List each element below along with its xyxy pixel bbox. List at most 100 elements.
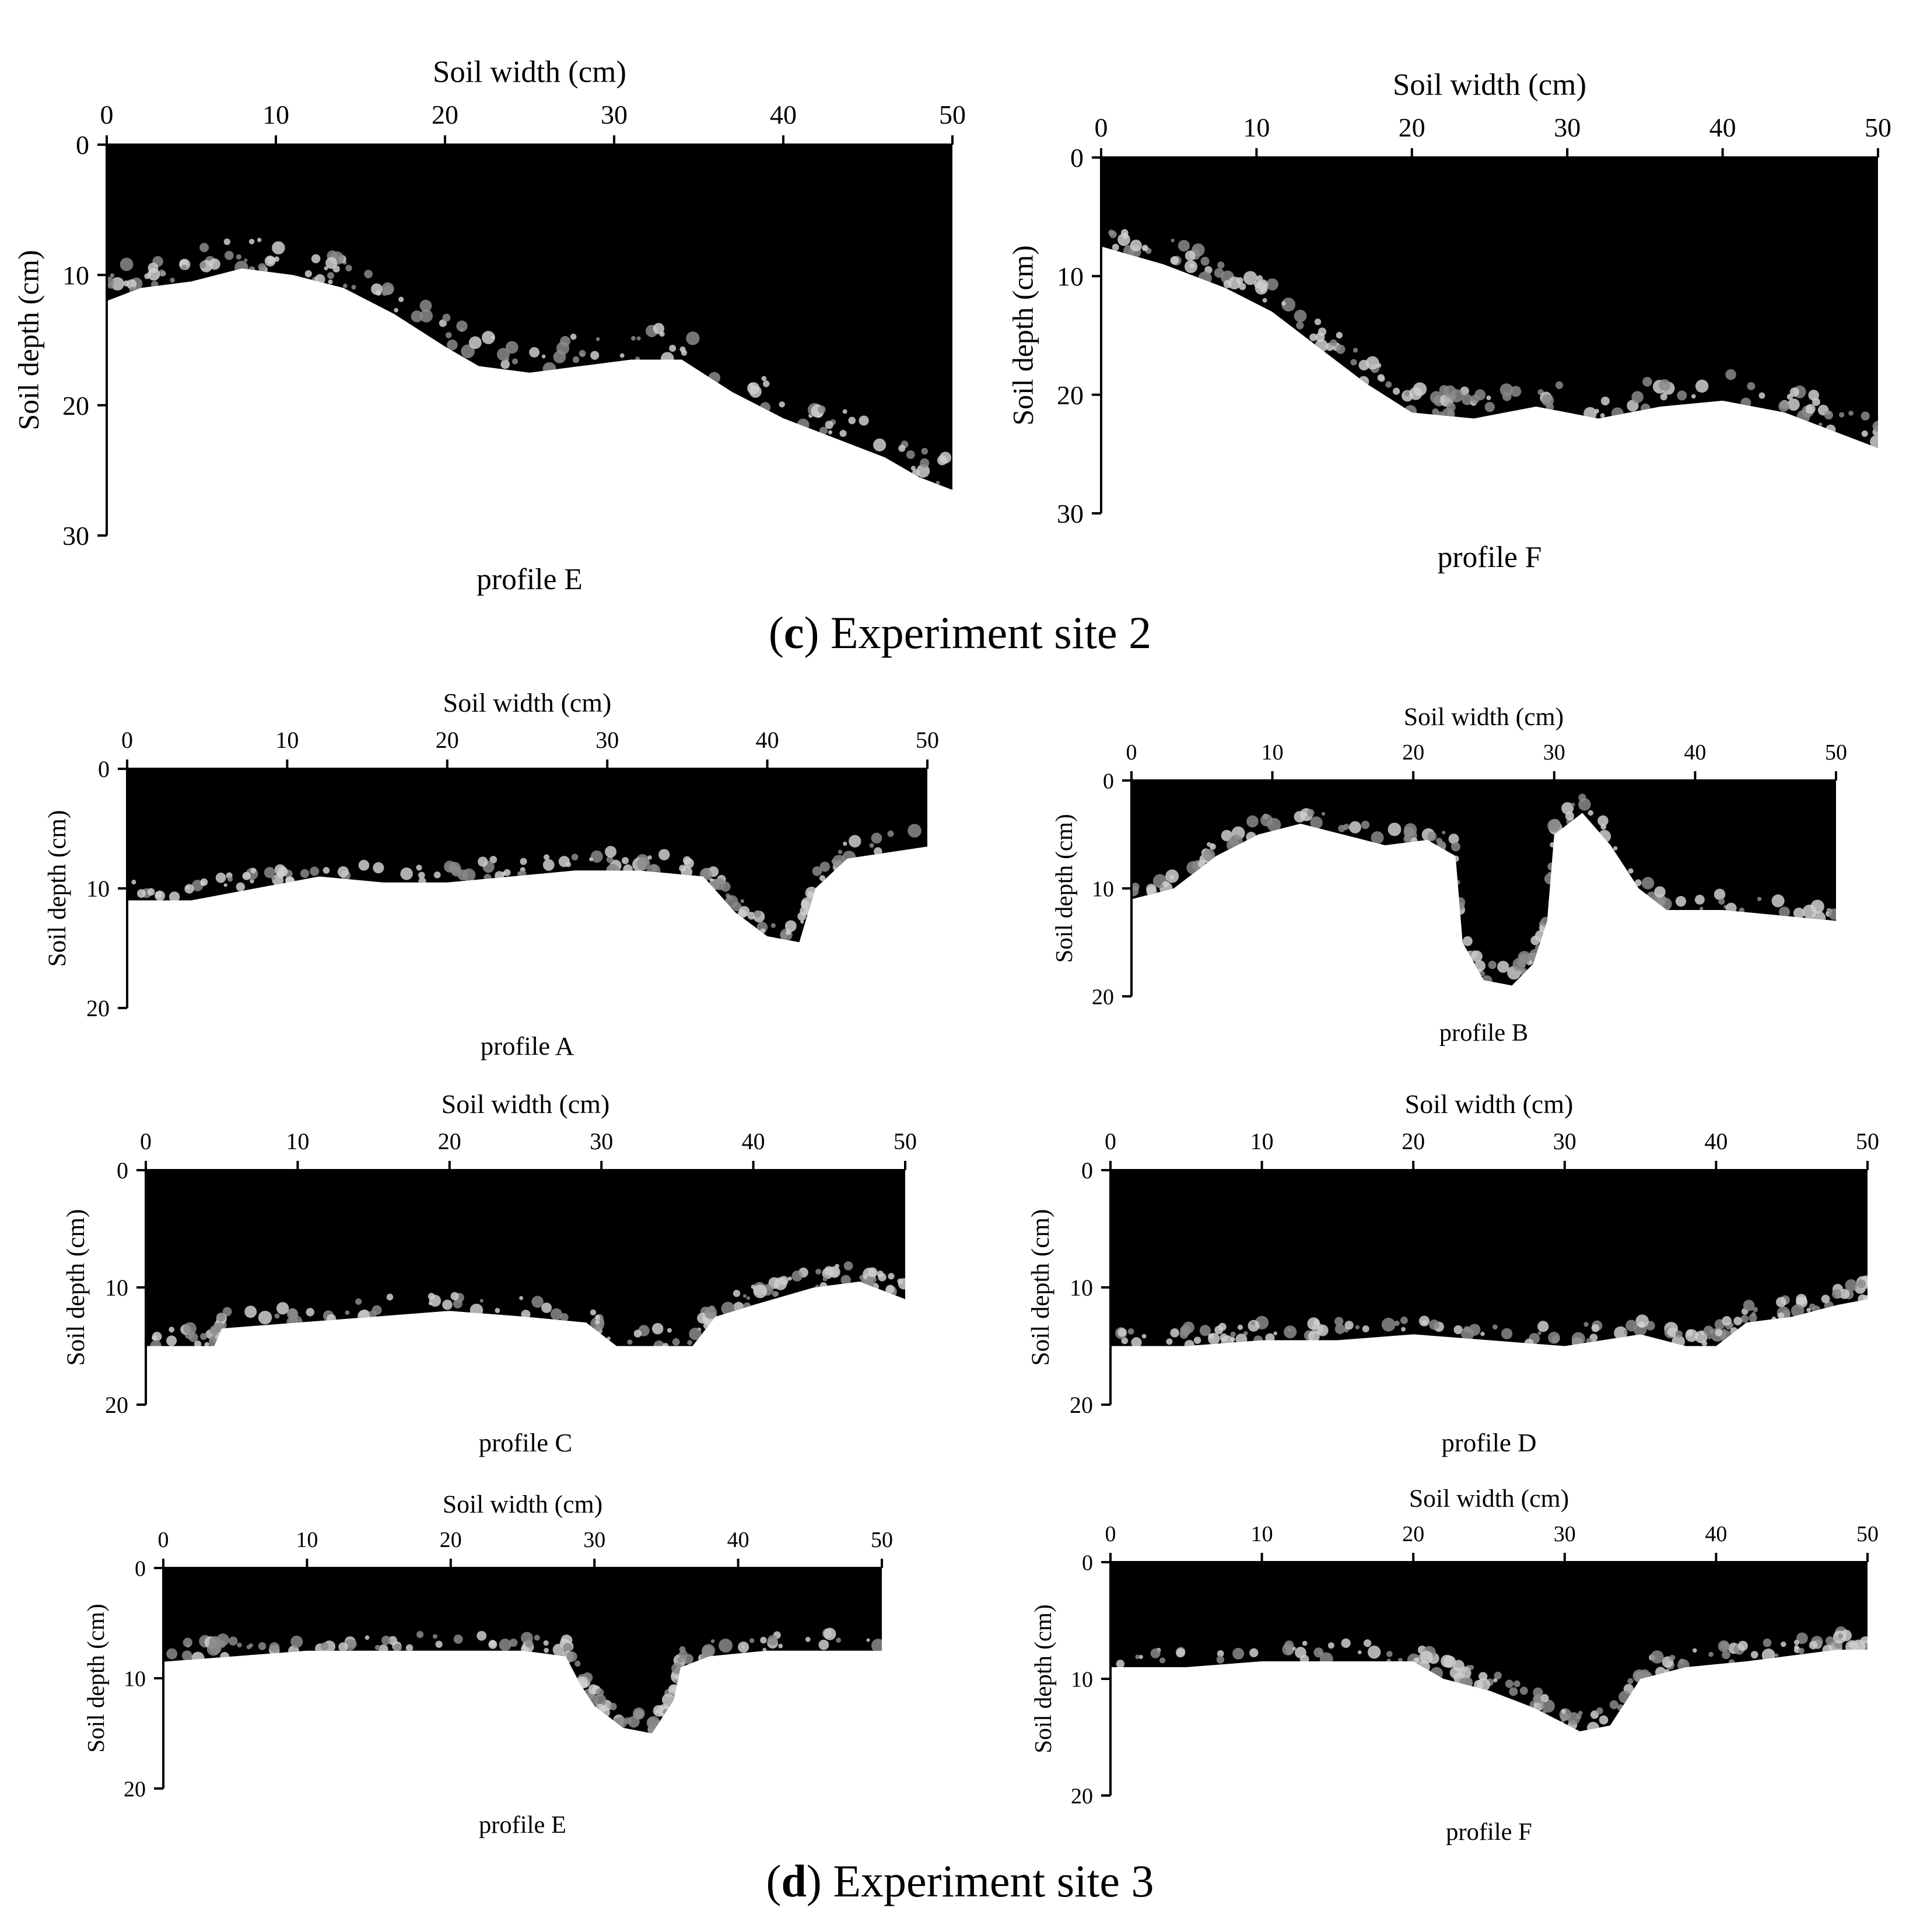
y-axis-title: Soil depth (cm) [1050, 814, 1077, 963]
y-tick-label: 10 [105, 1275, 128, 1301]
x-tick-label: 20 [1399, 113, 1425, 142]
y-tick-label: 20 [86, 995, 110, 1021]
x-tick-label: 10 [1251, 1522, 1273, 1546]
y-axis-title: Soil depth (cm) [1007, 245, 1039, 425]
x-tick-label: 0 [1105, 1522, 1116, 1546]
x-tick-label: 40 [727, 1528, 749, 1552]
profile-label: profile E [477, 563, 583, 596]
x-tick-label: 30 [595, 727, 619, 753]
x-tick-label: 30 [1554, 113, 1581, 142]
y-tick-label: 10 [62, 260, 89, 290]
x-tick-label: 40 [1705, 1522, 1727, 1546]
x-tick-label: 50 [939, 100, 966, 130]
profile-label: profile F [1446, 1818, 1532, 1846]
dye-stain-region [146, 1170, 905, 1346]
stain-texture [107, 237, 952, 485]
y-tick-label: 10 [1070, 1275, 1093, 1301]
x-tick-label: 40 [742, 1128, 765, 1154]
y-tick-label: 10 [1071, 1667, 1093, 1692]
x-tick-label: 50 [1856, 1522, 1879, 1546]
x-tick-label: 10 [1250, 1128, 1274, 1154]
y-axis-title: Soil depth (cm) [82, 1604, 109, 1752]
y-tick-label: 20 [124, 1777, 146, 1801]
profile-label: profile F [1438, 541, 1542, 574]
y-axis-title: Soil depth (cm) [13, 250, 45, 430]
dye-stain-region [127, 769, 927, 943]
x-tick-label: 40 [770, 100, 797, 130]
x-tick-label: 20 [438, 1128, 461, 1154]
x-tick-label: 0 [140, 1128, 152, 1154]
stain-texture [150, 1261, 905, 1346]
y-tick-label: 10 [124, 1667, 146, 1691]
profile-panel: 0 10 20 30 40 50 0 10 20 Soil width (cm) Soil dept… [44, 688, 939, 1060]
x-tick-label: 50 [894, 1128, 917, 1154]
y-axis-title: Soil depth (cm) [1027, 1209, 1054, 1366]
dye-stain-region [1101, 158, 1878, 449]
x-axis-title: Soil width (cm) [443, 1490, 602, 1518]
x-tick-label: 30 [1553, 1128, 1576, 1154]
x-tick-label: 40 [1704, 1128, 1728, 1154]
x-tick-label: 30 [1554, 1522, 1576, 1546]
profile-label: profile E [479, 1811, 566, 1839]
x-tick-label: 50 [1856, 1128, 1879, 1154]
y-axis-title: Soil depth (cm) [1029, 1604, 1056, 1753]
x-tick-label: 20 [436, 727, 459, 753]
y-tick-label: 0 [135, 1556, 146, 1581]
y-tick-label: 0 [1081, 1157, 1093, 1184]
y-tick-label: 30 [1057, 499, 1084, 528]
y-tick-label: 0 [98, 756, 110, 782]
section-caption-c: (c) Experiment site 2 [768, 607, 1152, 658]
x-tick-label: 30 [583, 1528, 605, 1552]
y-tick-label: 10 [86, 876, 110, 902]
y-tick-label: 20 [1057, 380, 1084, 410]
dye-stain-region [107, 145, 952, 490]
stain-texture [166, 1628, 882, 1734]
x-tick-label: 10 [286, 1128, 309, 1154]
y-tick-label: 20 [1070, 1392, 1093, 1418]
y-tick-label: 10 [1057, 261, 1084, 291]
profile-panel: 0 10 20 30 40 50 0 10 20 Soil width (cm) Soil dept… [62, 1089, 917, 1457]
x-tick-label: 40 [1684, 740, 1706, 765]
profile-panel: 0 10 20 30 40 50 0 10 20 Soil width (cm) Soil dept… [1027, 1089, 1879, 1457]
y-tick-label: 10 [1092, 877, 1114, 901]
x-tick-label: 10 [1243, 113, 1270, 142]
x-tick-label: 30 [601, 100, 628, 130]
x-axis-title: Soil width (cm) [1409, 1485, 1569, 1513]
section-caption-d: (d) Experiment site 3 [766, 1856, 1154, 1906]
x-tick-label: 0 [121, 727, 133, 753]
x-tick-label: 0 [158, 1528, 169, 1552]
profile-label: profile D [1442, 1428, 1537, 1457]
x-tick-label: 40 [1709, 113, 1736, 142]
x-tick-label: 20 [1402, 1522, 1424, 1546]
x-tick-label: 0 [1105, 1128, 1116, 1154]
profile-label: profile C [479, 1428, 573, 1457]
x-tick-label: 0 [1095, 113, 1108, 142]
y-axis-title: Soil depth (cm) [62, 1209, 90, 1366]
y-tick-label: 20 [1092, 985, 1114, 1009]
profile-panel: 0 10 20 30 40 50 0 10 20 Soil width (cm) Soil dept… [1050, 703, 1847, 1046]
y-tick-label: 20 [62, 391, 89, 421]
x-tick-label: 50 [1865, 113, 1891, 142]
y-tick-label: 0 [1082, 1550, 1093, 1575]
y-tick-label: 20 [105, 1392, 128, 1418]
profile-label: profile A [481, 1031, 574, 1060]
y-tick-label: 0 [76, 130, 89, 160]
profile-label: profile B [1439, 1019, 1528, 1046]
stain-texture [1108, 229, 1878, 449]
x-tick-label: 50 [871, 1528, 893, 1552]
x-tick-label: 0 [1126, 740, 1137, 765]
x-tick-label: 30 [590, 1128, 613, 1154]
dye-stain-region [1110, 1170, 1868, 1346]
x-tick-label: 50 [1825, 740, 1847, 765]
x-axis-title: Soil width (cm) [1393, 68, 1586, 102]
dye-stain-region [1110, 1562, 1868, 1731]
y-tick-label: 0 [117, 1157, 128, 1184]
y-tick-label: 0 [1103, 769, 1114, 793]
x-tick-label: 10 [275, 727, 299, 753]
profile-panel: 0 10 20 30 40 50 0 10 20 30 Soil width (cm) Soil de… [1007, 68, 1891, 574]
x-tick-label: 20 [440, 1528, 462, 1552]
x-tick-label: 20 [432, 100, 458, 130]
x-tick-label: 50 [916, 727, 939, 753]
x-tick-label: 30 [1543, 740, 1565, 765]
